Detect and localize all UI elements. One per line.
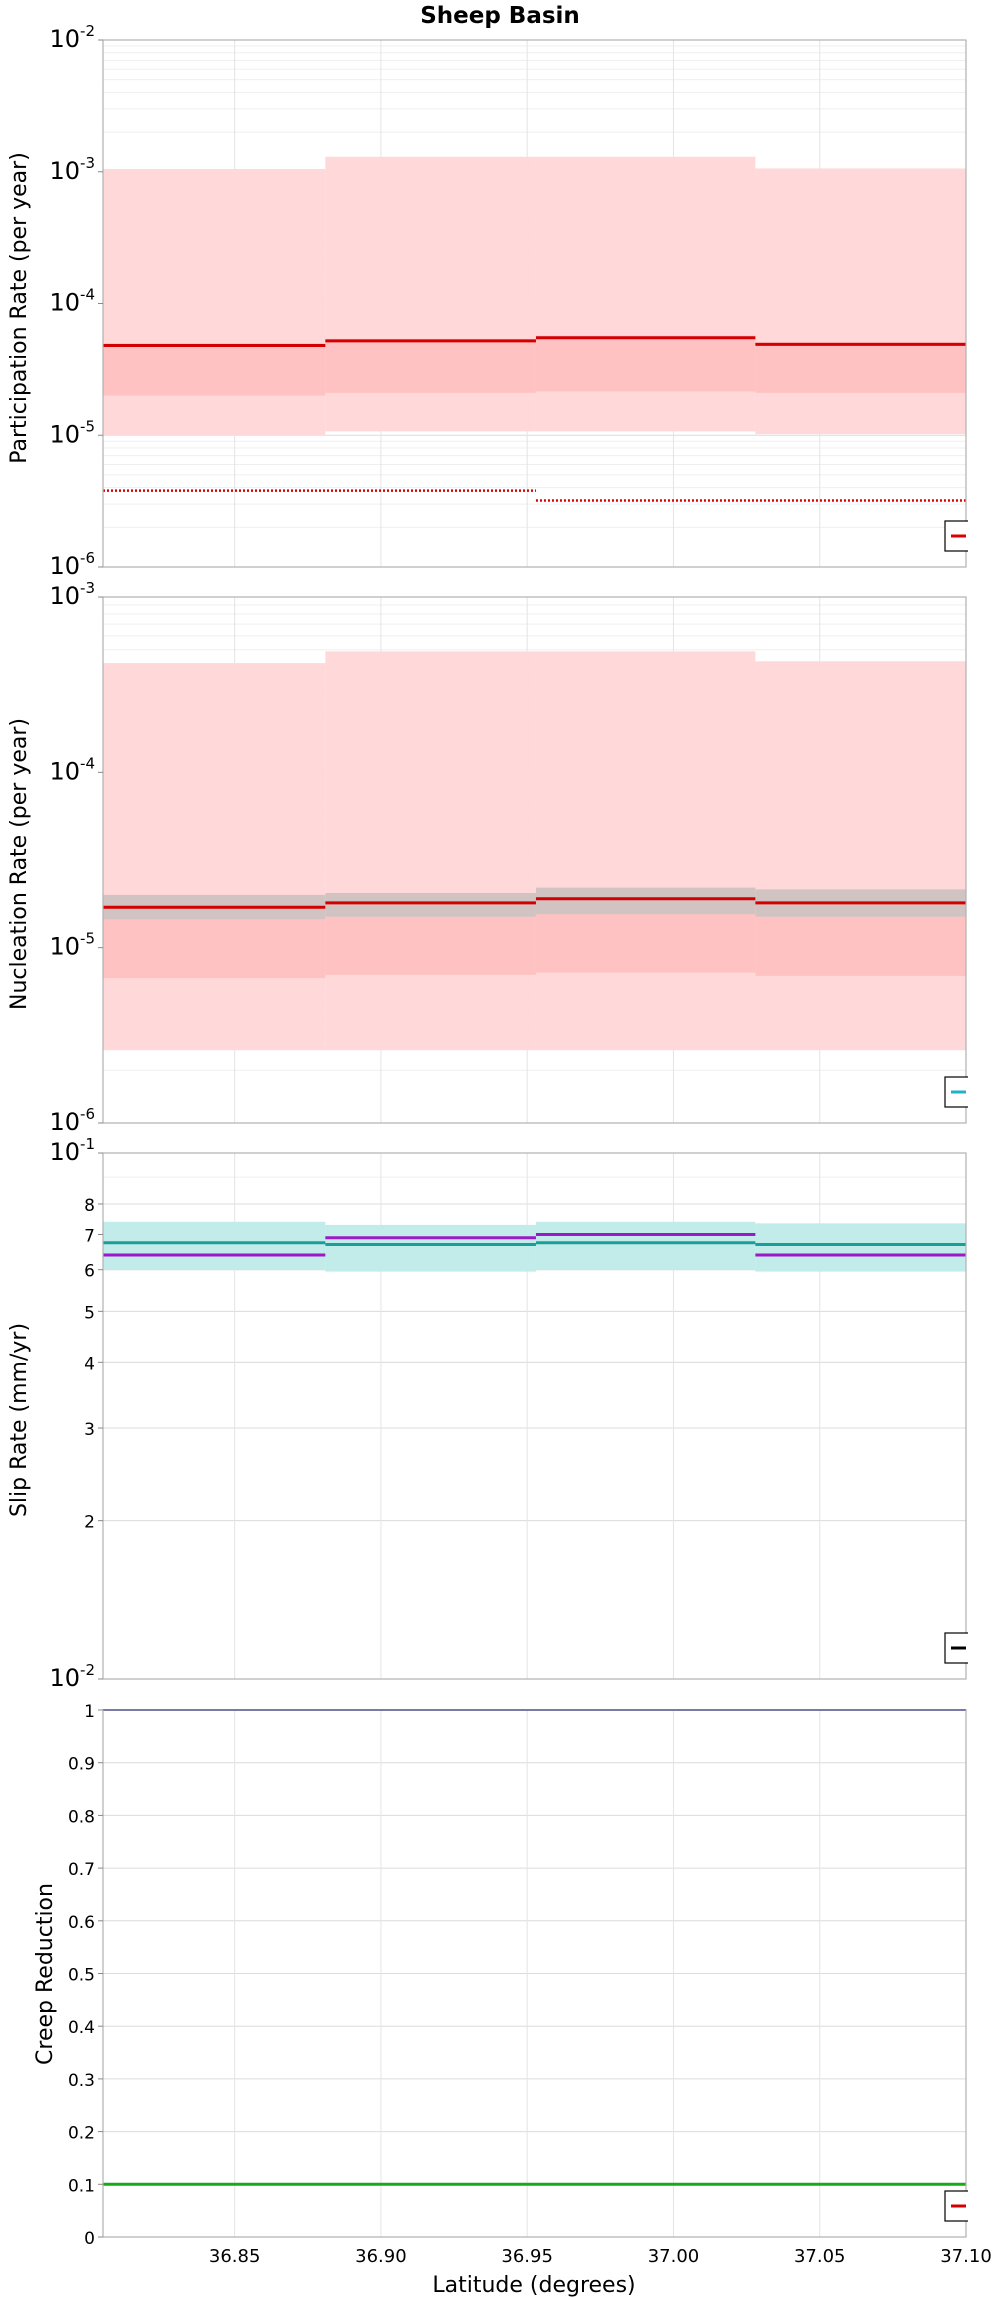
figure-title: Sheep Basin: [420, 3, 580, 29]
slip-axes-frame: [102, 1152, 967, 1680]
slip-band-0-segment: [103, 1221, 326, 1270]
participation-ytick-label: 10-2: [49, 22, 95, 53]
slip-ytick-label: 6: [84, 1262, 95, 1282]
x-tick-label: 37.00: [648, 2246, 700, 2267]
creep-ytick-label: 0.5: [68, 1966, 95, 1986]
nucleation-legend-clip: [968, 1075, 1000, 1109]
slip-ytick-label: 2: [84, 1513, 95, 1533]
x-axis-label: Latitude (degrees): [432, 2273, 635, 2298]
x-tick-label: 37.05: [794, 2246, 846, 2267]
creep-ytick-label: 0.7: [68, 1860, 95, 1880]
nucleation-ytick-label: 10-6: [49, 1105, 95, 1136]
nucleation-band-0-segment: [755, 661, 966, 1051]
slip-ytick-label: 8: [84, 1196, 95, 1216]
slip-rate-panel: Slip Rate (mm/yr) 10-2 2 3 4 5 6 7 8 10-1: [7, 1135, 1000, 1692]
nucleation-band-2-segment: [325, 893, 536, 917]
creep-ytick-label: 0.2: [68, 2124, 95, 2144]
slip-band-0-segment: [755, 1223, 966, 1272]
nucleation-band-0-segment: [535, 651, 756, 1051]
nucleation-axes-frame: [102, 596, 967, 1124]
participation-band-1-segment: [103, 343, 326, 396]
slip-ytick-label: 7: [84, 1226, 95, 1246]
nucleation-rate-panel: Nucleation Rate (per year) 10-6 10-5 10-4 1…: [7, 579, 1000, 1136]
creep-ytick-label: 0.4: [68, 2018, 95, 2038]
slip-ytick-label: 3: [84, 1420, 95, 1440]
creep-legend-clip: [968, 2189, 1000, 2223]
creep-ytick-label: 0.6: [68, 1913, 95, 1933]
slip-ytick-label: 4: [84, 1354, 95, 1374]
x-tick-label: 37.10: [940, 2246, 992, 2267]
participation-band-1-segment: [325, 338, 536, 393]
nucleation-ytick-label: 10-4: [49, 754, 95, 785]
slip-band-0-segment: [325, 1224, 536, 1272]
slip-rate-ylabel: Slip Rate (mm/yr): [7, 1323, 32, 1517]
creep-ytick-label: 0.1: [68, 2176, 95, 2196]
slip-ytick-label: 10-1: [49, 1135, 95, 1166]
creep-ytick-label: 0.8: [68, 1807, 95, 1827]
participation-band-0-segment: [755, 168, 966, 435]
creep-reduction-panel: Creep Reduction 0 0.1 0.2 0.3 0.4 0.5 0.6 0.7 0.…: [33, 1702, 1000, 2267]
x-tick-label: 36.95: [501, 2246, 553, 2267]
participation-band-1-segment: [755, 342, 966, 393]
nucleation-band-0-segment: [103, 663, 326, 1051]
participation-rate-ylabel: Participation Rate (per year): [7, 152, 32, 464]
slip-ytick-label: 5: [84, 1303, 95, 1323]
nucleation-band-1-segment: [103, 919, 326, 979]
x-tick-label: 36.90: [355, 2246, 407, 2267]
creep-ytick-label: 0.9: [68, 1755, 95, 1775]
nucleation-band-1-segment: [325, 916, 536, 975]
creep-ytick-label: 0.3: [68, 2071, 95, 2091]
nucleation-rate-ylabel: Nucleation Rate (per year): [7, 718, 32, 1010]
creep-reduction-ylabel: Creep Reduction: [33, 1883, 58, 2065]
nucleation-band-1-segment: [535, 914, 756, 973]
x-tick-label: 36.85: [209, 2246, 261, 2267]
slip-ytick-label: 10-2: [49, 1661, 95, 1692]
slip-band-0-segment: [535, 1221, 756, 1270]
nucleation-ytick-label: 10-3: [49, 579, 95, 610]
creep-ytick-label: 1: [84, 1702, 95, 1722]
participation-ytick-label: 10-6: [49, 549, 95, 580]
participation-ytick-label: 10-5: [49, 417, 95, 448]
nucleation-ytick-label: 10-5: [49, 930, 95, 961]
participation-ytick-label: 10-3: [49, 154, 95, 185]
participation-rate-panel: Participation Rate (per year) 10-6 10-5 10…: [7, 22, 1000, 580]
slip-legend-clip: [968, 1631, 1000, 1665]
participation-band-1-segment: [535, 335, 756, 392]
participation-legend-clip: [968, 519, 1000, 553]
participation-ytick-label: 10-4: [49, 286, 95, 317]
nucleation-band-0-segment: [325, 651, 536, 1051]
nucleation-band-2-segment: [535, 887, 756, 915]
creep-ytick-label: 0: [84, 2229, 95, 2249]
nucleation-band-1-segment: [755, 916, 966, 976]
